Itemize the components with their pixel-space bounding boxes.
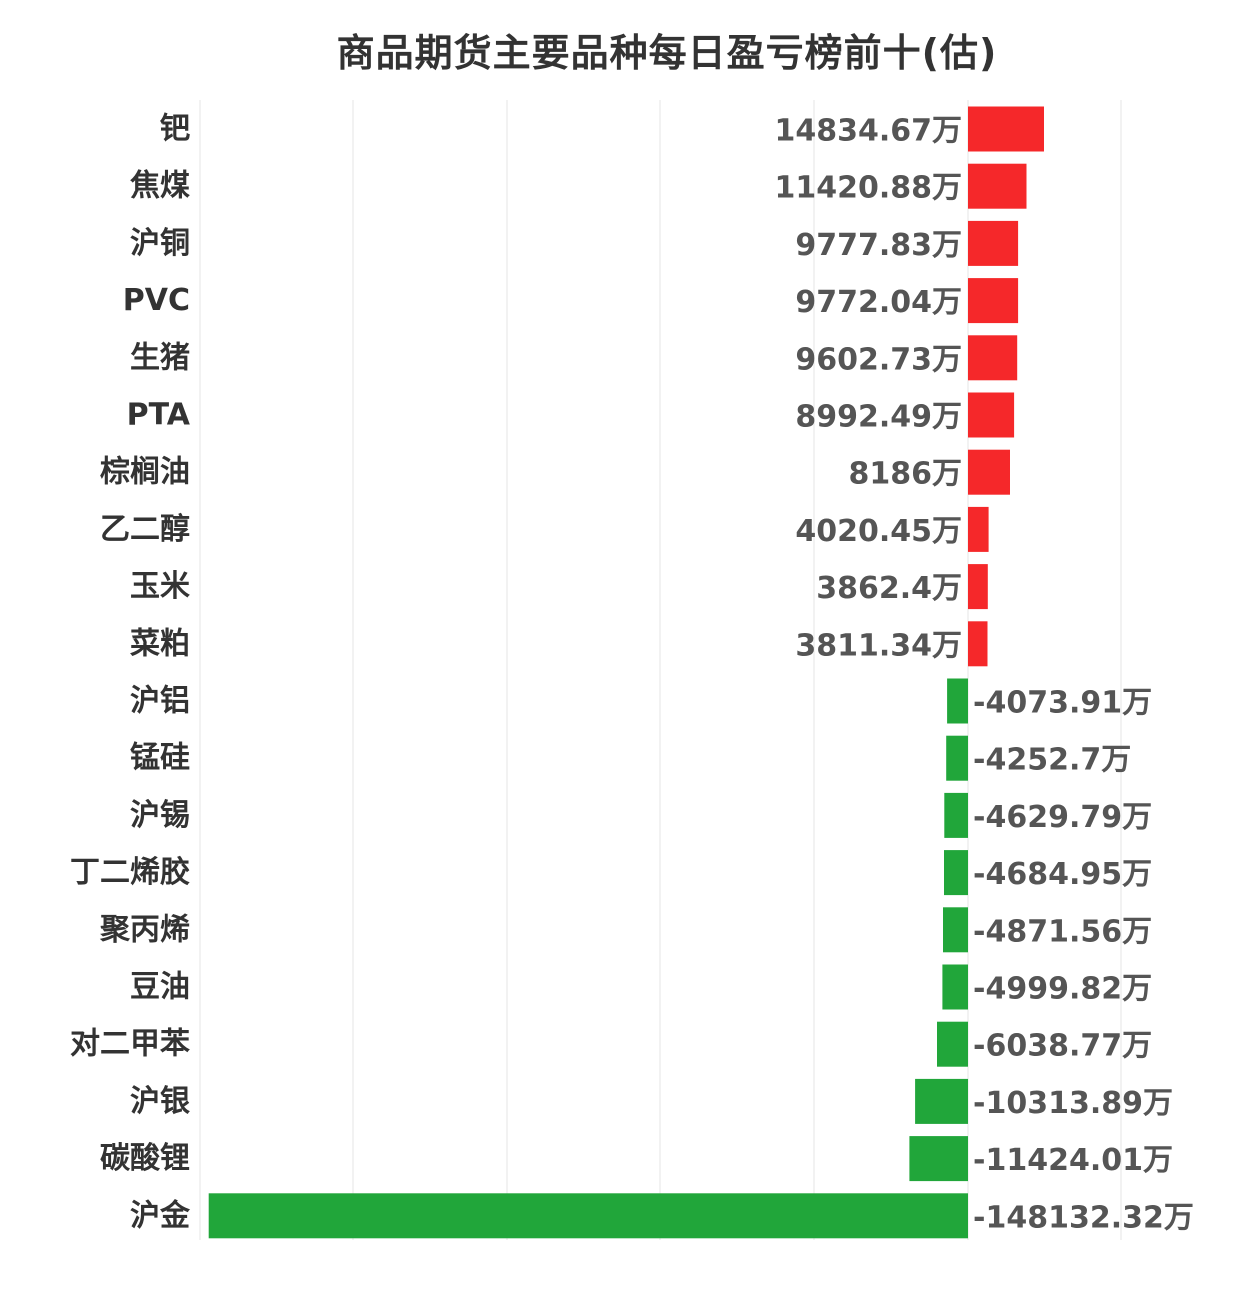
category-label: 乙二醇	[100, 512, 190, 547]
value-label: -4629.79万	[973, 800, 1152, 835]
bar	[968, 392, 1015, 438]
value-label: 3811.34万	[795, 628, 962, 663]
value-label: -6038.77万	[973, 1029, 1152, 1064]
category-label: 棕榈油	[100, 455, 190, 490]
bar	[915, 1078, 968, 1124]
gridlines	[199, 100, 1122, 1240]
category-label: 焦煤	[130, 169, 190, 204]
category-label: 沪银	[130, 1084, 190, 1119]
bar	[944, 850, 968, 896]
value-label: -11424.01万	[973, 1143, 1173, 1178]
bar	[968, 278, 1019, 324]
value-label: 9772.04万	[795, 285, 962, 320]
category-label: 锰硅	[130, 741, 190, 776]
value-label: 11420.88万	[774, 171, 962, 206]
value-label: -4252.7万	[973, 743, 1131, 778]
value-label: 3862.4万	[816, 571, 962, 606]
value-label: -10313.89万	[973, 1086, 1173, 1121]
value-label: -4871.56万	[973, 914, 1152, 949]
category-label: 玉米	[130, 569, 190, 604]
value-label: 9602.73万	[795, 342, 962, 377]
value-label: 9777.83万	[795, 228, 962, 263]
value-label: -4073.91万	[973, 686, 1152, 721]
value-label: 14834.67万	[774, 114, 962, 149]
bars	[208, 106, 1044, 1239]
category-label: 丁二烯胶	[70, 855, 190, 890]
bar	[944, 792, 968, 838]
category-label: 碳酸锂	[100, 1141, 190, 1176]
value-label: 8186万	[849, 457, 963, 492]
category-label: 沪铝	[130, 684, 190, 719]
chart-title: 商品期货主要品种每日盈亏榜前十(估)	[336, 31, 998, 75]
bar	[937, 1021, 968, 1067]
bar	[968, 449, 1010, 495]
bar	[968, 106, 1044, 152]
bar	[208, 1193, 968, 1239]
bar	[946, 735, 968, 781]
category-label: 钯	[160, 112, 190, 147]
category-label: PVC	[123, 283, 190, 318]
category-label: 对二甲苯	[70, 1027, 190, 1062]
bar	[968, 621, 988, 667]
category-label: 聚丙烯	[99, 912, 190, 947]
category-label: PTA	[127, 398, 191, 433]
category-label: 沪金	[130, 1198, 191, 1233]
value-label: -4999.82万	[973, 972, 1152, 1007]
value-label: -148132.32万	[973, 1200, 1194, 1235]
category-label: 沪铜	[130, 226, 190, 261]
category-label: 豆油	[130, 970, 190, 1005]
bar	[947, 678, 968, 724]
value-label: 8992.49万	[795, 400, 962, 435]
bar	[968, 220, 1019, 266]
category-label: 沪锡	[130, 798, 190, 833]
bar	[968, 564, 988, 610]
bar	[968, 163, 1027, 209]
category-label: 菜粕	[130, 626, 190, 661]
value-label: 4020.45万	[795, 514, 962, 549]
bar	[909, 1136, 968, 1182]
bar	[942, 964, 968, 1010]
category-label: 生猪	[130, 340, 190, 375]
bar	[943, 907, 968, 953]
bar	[968, 506, 989, 552]
value-labels: 14834.67万 11420.88万 9777.83万 9772.04万 9602.7…	[774, 114, 1193, 1236]
value-label: -4684.95万	[973, 857, 1152, 892]
bar	[968, 335, 1018, 381]
